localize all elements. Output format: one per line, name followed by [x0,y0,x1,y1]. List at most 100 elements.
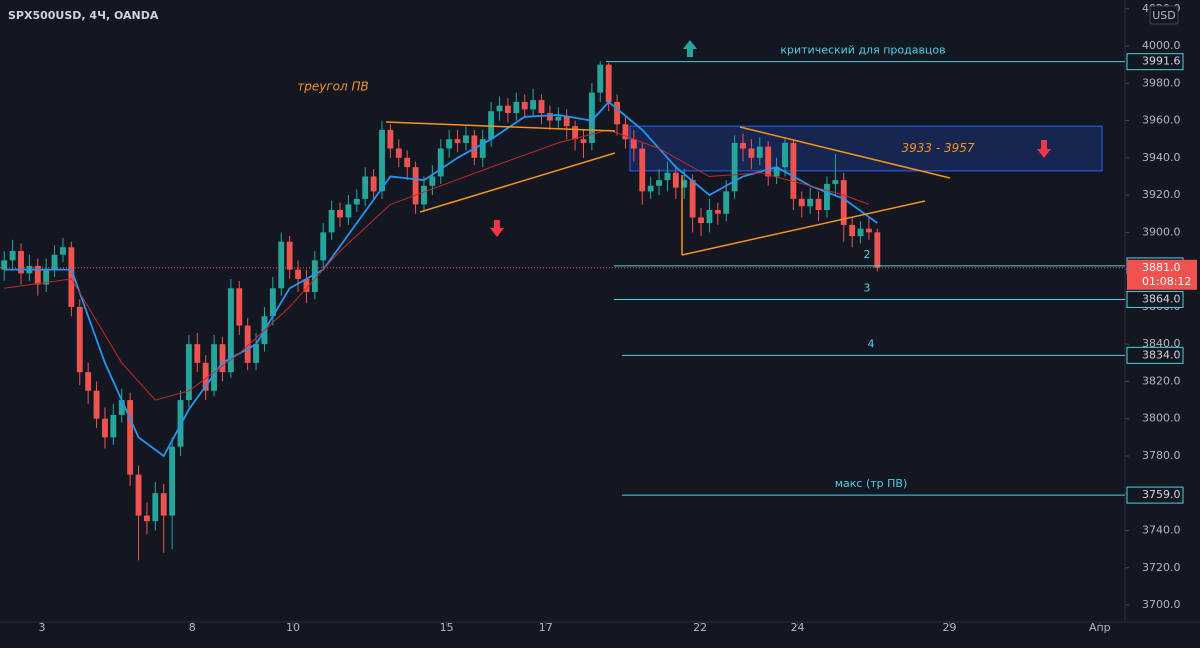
candle-body [622,124,629,140]
zone-label: 3933 - 3957 [901,141,974,155]
y-tick-label: 3820.0 [1142,374,1181,387]
candle-body [496,105,503,112]
trend-line [385,121,616,132]
last-price-label: 3881.0 [1142,261,1181,274]
candle-body [765,146,772,177]
candle-body [605,64,612,102]
y-tick-label: 3920.0 [1142,188,1181,201]
y-tick-label: 3940.0 [1142,151,1181,164]
candle-body [286,241,293,270]
candle-body [43,269,50,285]
x-tick-label: 3 [38,621,45,634]
y-tick-label: 3720.0 [1142,561,1181,574]
candle-body [530,100,537,110]
candle-body [118,400,125,415]
candle-body [597,64,604,93]
candle-body [807,198,814,207]
y-tick-label: 3900.0 [1142,225,1181,238]
candle-body [782,142,788,168]
candle-body [563,116,570,127]
trend-line [419,152,616,213]
candle-body [68,247,75,307]
candle-body [756,146,763,158]
candle-body [253,344,260,363]
moving-average [4,100,878,458]
candle-body [446,139,453,149]
candle-body [227,288,234,373]
level-label: 3864.0 [1142,292,1181,305]
candle-body [143,515,150,522]
candle-body [824,183,830,211]
candle-body [513,101,520,114]
x-tick-label: 24 [791,621,805,634]
candle-body [740,142,746,149]
drawings [385,40,1051,256]
candle-body [504,105,511,114]
candle-body [311,260,318,292]
candle-body [1,260,8,270]
countdown: 01:08:12 [1142,275,1191,288]
candle-body [404,157,411,168]
candle-body [698,217,704,224]
candle-body [639,148,646,192]
x-tick-label: 29 [943,621,957,634]
last-price-box [1127,259,1197,290]
candle-body [454,139,461,143]
candle-body [185,344,192,401]
candle-body [521,101,528,110]
candle-body [874,232,881,268]
candle-body [395,148,402,158]
currency-box[interactable] [1149,5,1179,25]
candle-body [798,198,805,207]
candle-body [714,210,721,214]
candle-body [202,362,209,391]
candle-body [580,139,587,143]
candle-body [102,418,108,438]
y-tick-label: 3740.0 [1142,524,1181,537]
candle-body [790,142,797,199]
candle-body [9,250,16,261]
candle-body [278,241,285,289]
x-tick-label: Апр [1089,621,1111,634]
candle-body [387,129,394,149]
candle-body [110,414,117,438]
candle-body [211,344,218,391]
candle-body [681,180,688,188]
x-tick-label: 22 [693,621,707,634]
candle-body [857,228,864,237]
trend-line [739,126,951,179]
candle-body [345,204,352,218]
candle-body [76,306,83,373]
currency[interactable]: USD [1152,9,1176,22]
candle-body [135,474,142,516]
candle-body [328,210,335,233]
candle-body [93,390,100,419]
candle-body [320,232,327,261]
level-label: 3834.0 [1142,348,1181,361]
candle-body [815,198,822,211]
level-text: 2 [864,248,871,261]
chart-title: SPX500USD, 4Ч, OANDA [8,9,159,22]
candle-body [219,344,226,373]
candle-body [840,180,847,225]
candle-body [412,167,419,205]
candle-body [555,116,562,121]
candle-body [379,129,385,192]
candle-body [672,172,679,188]
x-tick-label: 8 [189,621,196,634]
level-label-box [1126,53,1184,71]
level-label-box [1126,290,1184,308]
candle-body [295,269,301,279]
trend-line [681,200,926,256]
candle-body [244,325,251,363]
arrow-down [490,220,504,237]
candle-body [706,210,713,224]
y-tick-label: 3960.0 [1142,114,1181,127]
candle-body [546,113,553,121]
candle-body [656,180,662,186]
candle-body [689,180,696,218]
y-tick-label: 3780.0 [1142,449,1181,462]
candle-body [337,210,343,218]
candle-body [664,172,671,181]
